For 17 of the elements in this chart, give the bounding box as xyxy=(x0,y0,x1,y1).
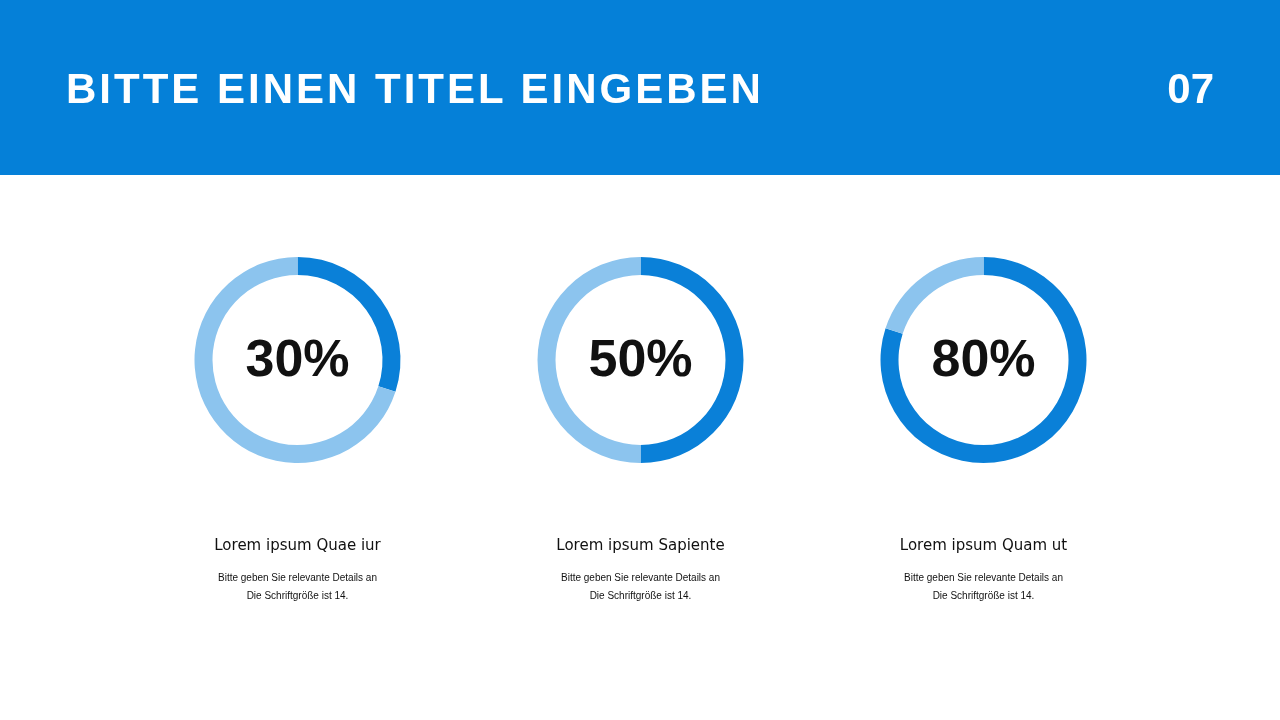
donut-slice xyxy=(880,257,1087,463)
text: Die Schriftgröße ist 14. xyxy=(589,590,692,601)
text: Bitte geben Sie relevante Details an xyxy=(218,572,377,583)
donut-slice xyxy=(194,257,396,463)
text: Bitte geben Sie relevante Details an xyxy=(561,572,720,583)
text: 07 xyxy=(1167,64,1214,114)
text: BITTE EINEN TITEL EINGEBEN xyxy=(66,64,764,114)
text: Die Schriftgröße ist 14. xyxy=(932,590,1035,601)
text: Lorem ipsum Sapiente xyxy=(556,536,725,554)
data-label: 80% xyxy=(931,329,1036,387)
donut-slice xyxy=(885,257,984,334)
text: Die Schriftgröße ist 14. xyxy=(246,590,349,601)
text: Lorem ipsum Quam ut xyxy=(899,536,1068,554)
text: Bitte geben Sie relevante Details an xyxy=(904,572,1063,583)
text: Lorem ipsum Quae iur xyxy=(214,536,382,554)
data-label: 30% xyxy=(245,329,350,387)
data-label: 50% xyxy=(588,329,693,387)
